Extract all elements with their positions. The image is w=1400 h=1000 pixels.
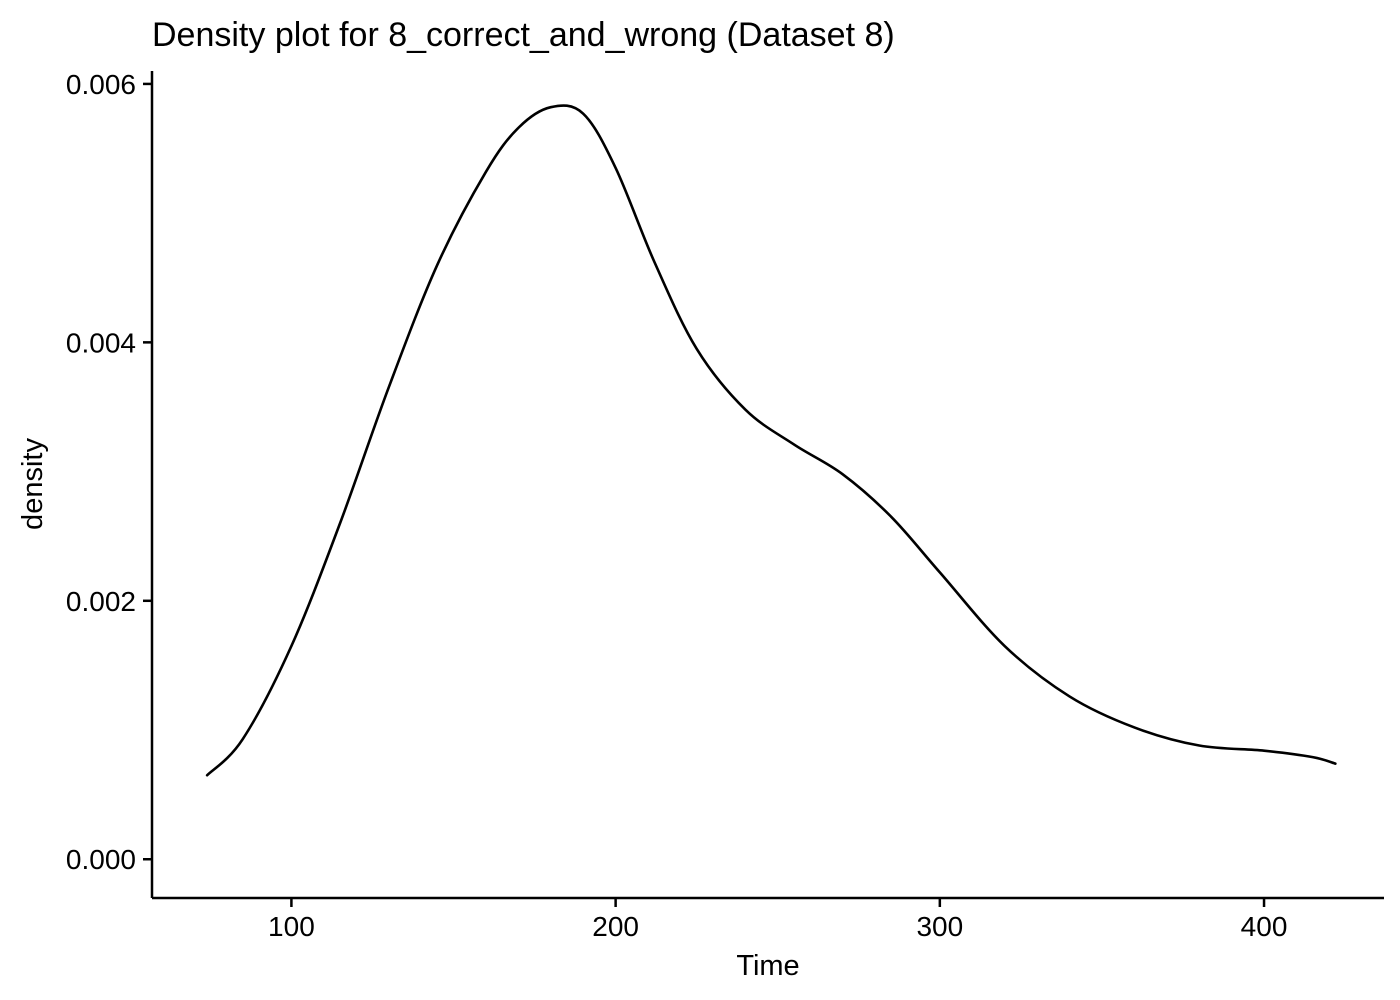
x-tick-label: 100 [268, 911, 315, 942]
chart-title: Density plot for 8_correct_and_wrong (Da… [152, 16, 895, 54]
y-tick-label: 0.004 [66, 327, 136, 358]
x-axis-title: Time [736, 950, 799, 982]
x-tick-label: 200 [592, 911, 639, 942]
y-tick-label: 0.006 [66, 69, 136, 100]
density-curve [205, 104, 1337, 777]
y-tick-label: 0.000 [66, 844, 136, 875]
y-tick-label: 0.002 [66, 586, 136, 617]
x-axis-ticks: 100 200 300 400 [268, 898, 1287, 942]
y-axis-title: density [17, 438, 49, 530]
y-axis-ticks: 0.000 0.002 0.004 0.006 [66, 69, 152, 875]
x-tick-label: 400 [1241, 911, 1288, 942]
x-tick-label: 300 [916, 911, 963, 942]
